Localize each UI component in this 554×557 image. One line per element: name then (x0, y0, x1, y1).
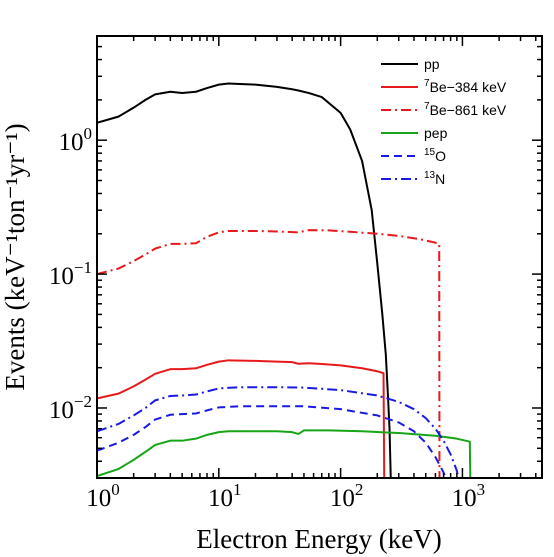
legend-label-4: 15O (424, 147, 446, 164)
legend: pp 7Be−384 keV 7Be−861 keV pep 15O 13N (381, 56, 507, 187)
x-tick-label: 100 (86, 480, 120, 512)
ticks-layer: 100 101 102 103 10−2 10−1 100 (49, 35, 542, 512)
legend-label-0: pp (424, 56, 440, 72)
legend-label-3: pep (424, 125, 448, 141)
legend-label-5: 13N (424, 170, 445, 187)
legend-label-1: 7Be−384 keV (424, 78, 507, 95)
y-tick-label: 100 (59, 124, 93, 156)
x-tick-label: 101 (208, 480, 242, 512)
series-line-2 (97, 229, 441, 478)
plot-area (97, 36, 542, 478)
x-axis-title: Electron Energy (keV) (196, 524, 441, 554)
x-tick-label: 102 (330, 480, 364, 512)
y-tick-label: 10−2 (49, 392, 92, 424)
x-tick-label: 103 (452, 480, 486, 512)
plot-frame (96, 35, 543, 479)
legend-label-2: 7Be−861 keV (424, 101, 507, 118)
series-line-0 (97, 82, 392, 478)
y-axis-title: Events (keV⁻¹ton⁻¹yr⁻¹) (0, 123, 30, 390)
series-line-3 (97, 429, 472, 478)
series-line-1 (97, 359, 386, 478)
series-line-4 (97, 405, 447, 478)
series-line-5 (97, 386, 460, 478)
y-tick-label: 10−1 (49, 258, 92, 290)
series-layer (97, 82, 472, 478)
